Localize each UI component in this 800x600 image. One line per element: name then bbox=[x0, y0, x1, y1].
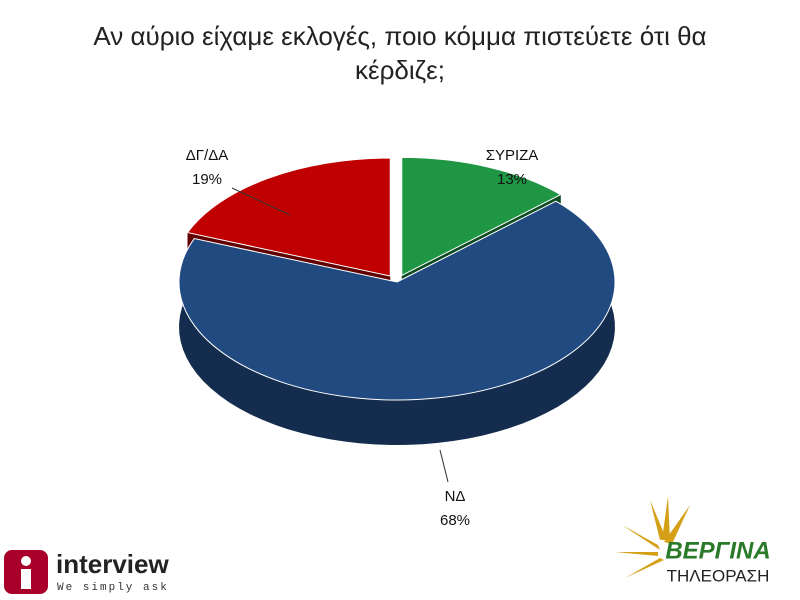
interview-logo: interview We simply ask bbox=[4, 549, 169, 594]
vergina-logo: ΒΕΡΓΙΝΑ ΤΗΛΕΟΡΑΣΗ bbox=[615, 496, 771, 585]
slice bbox=[178, 200, 616, 401]
vergina-sub: ΤΗΛΕΟΡΑΣΗ bbox=[667, 566, 770, 585]
logo-stem bbox=[21, 569, 31, 589]
slice bbox=[401, 156, 562, 277]
slice bbox=[186, 157, 391, 277]
logo-tagline: We simply ask bbox=[57, 582, 169, 594]
vergina-text: ΒΕΡΓΙΝΑ bbox=[665, 537, 770, 564]
logo-dot bbox=[21, 556, 31, 566]
pie-tops bbox=[178, 156, 616, 401]
logo-text: interview bbox=[56, 549, 169, 579]
slice-label: ΔΓ/ΔΑ bbox=[186, 147, 228, 164]
chart-title: Αν αύριο είχαμε εκλογές, ποιο κόμμα πιστ… bbox=[93, 21, 706, 85]
leader-line bbox=[439, 449, 449, 483]
slice-value-label: 13% bbox=[497, 171, 527, 188]
slice-value-label: 68% bbox=[440, 512, 470, 529]
slice-label: ΣΥΡΙΖΑ bbox=[486, 147, 539, 164]
slice-label: ΝΔ bbox=[445, 488, 466, 505]
leader-line bbox=[231, 187, 291, 216]
sun-rays bbox=[615, 496, 690, 578]
slice-value-label: 19% bbox=[192, 171, 222, 188]
